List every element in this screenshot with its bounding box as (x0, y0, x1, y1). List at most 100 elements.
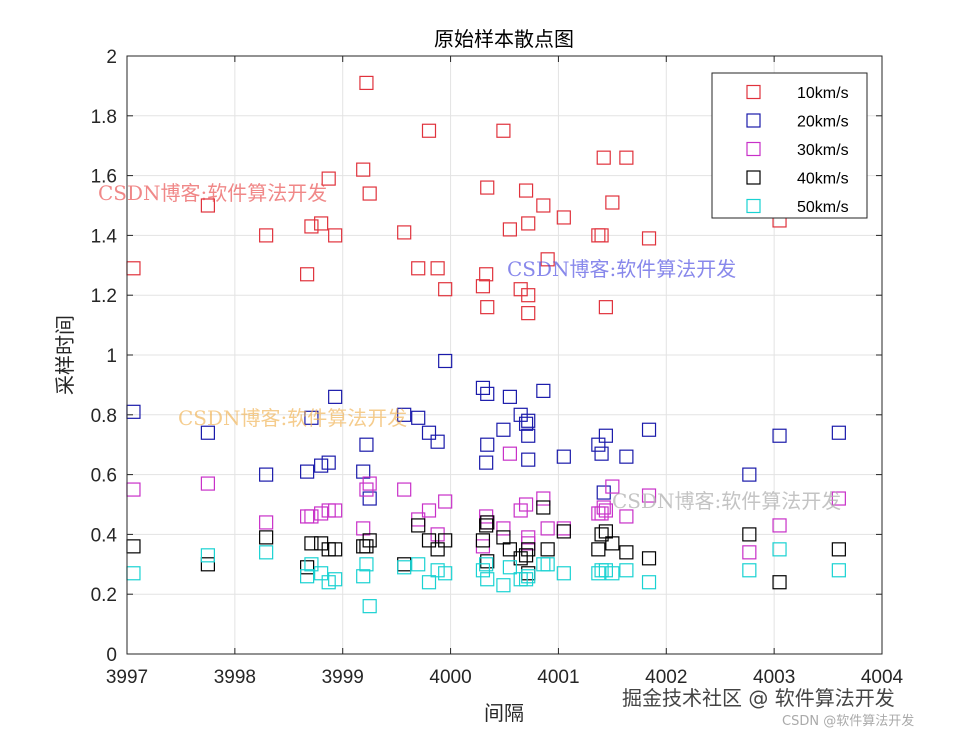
data-point (479, 518, 494, 533)
data-point (438, 533, 453, 548)
watermark-3: CSDN博客:软件算法开发 (178, 406, 407, 430)
data-point (596, 500, 611, 515)
data-point (556, 210, 571, 225)
data-point (496, 422, 511, 437)
data-point (540, 557, 555, 572)
axes: 3997 3998 3999 4000 4001 4002 4003 4004 0 0.2 0.4 0… (91, 47, 904, 688)
legend-label: 40km/s (797, 171, 849, 188)
data-point (641, 422, 657, 437)
x-tick-label: 4003 (753, 667, 795, 688)
data-point (594, 446, 609, 461)
data-point (480, 180, 495, 195)
data-point (304, 410, 319, 425)
y-tick-label: 1.4 (91, 226, 118, 247)
data-point (556, 449, 571, 464)
y-axis-label: 采样时间 (53, 315, 77, 395)
data-point (359, 557, 374, 572)
data-point (536, 491, 551, 506)
data-point (742, 527, 757, 542)
data-point (480, 300, 495, 315)
y-tick-label: 0.6 (91, 466, 117, 487)
data-point (502, 560, 517, 575)
data-point (479, 267, 494, 282)
data-point (259, 228, 274, 243)
data-point (438, 353, 453, 369)
data-point (619, 563, 634, 578)
data-point (314, 566, 329, 581)
legend-box (711, 72, 868, 219)
data-point (430, 563, 445, 578)
data-point (591, 542, 606, 557)
data-point (619, 545, 634, 560)
data-point (362, 533, 377, 548)
y-tick-label: 1 (106, 346, 117, 367)
data-point (397, 560, 412, 575)
data-point (605, 566, 620, 581)
data-point (480, 554, 495, 569)
y-tick-label: 0.8 (91, 406, 117, 427)
data-point (200, 548, 215, 563)
data-series (126, 75, 846, 614)
data-point (772, 518, 787, 533)
watermark-2: CSDN博客:软件算法开发 (507, 257, 736, 281)
data-point (259, 467, 274, 482)
data-point (438, 282, 453, 297)
data-point (502, 389, 517, 404)
legend-label: 20km/s (797, 114, 849, 131)
data-point (513, 551, 528, 566)
data-point (480, 572, 495, 587)
data-point (518, 497, 534, 512)
data-point (518, 572, 534, 587)
data-point (831, 563, 846, 578)
data-point (536, 500, 551, 515)
data-point (397, 482, 412, 497)
data-point (362, 186, 377, 201)
data-point (475, 533, 491, 548)
legend-marker (746, 170, 761, 185)
data-point (314, 216, 329, 231)
data-point (521, 569, 536, 584)
data-point (480, 386, 495, 401)
data-point (502, 542, 517, 557)
series-2 (126, 353, 846, 506)
legend-label: 10km/s (797, 85, 849, 102)
data-point (556, 566, 571, 581)
data-point (536, 198, 551, 213)
legend-label: 30km/s (797, 142, 849, 159)
x-tick-label: 4000 (429, 667, 471, 688)
y-tick-label: 0 (106, 645, 117, 666)
data-point (359, 75, 374, 91)
data-point (479, 557, 494, 572)
data-point (540, 252, 555, 267)
data-point (411, 557, 426, 572)
watermarks: CSDN博客:软件算法开发 CSDN博客:软件算法开发 CSDN博客:软件算法开… (98, 181, 841, 513)
data-point (772, 575, 787, 590)
series-1 (126, 75, 787, 321)
data-point (362, 491, 377, 506)
y-tick-label: 2 (106, 47, 117, 68)
data-point (772, 428, 787, 443)
data-point (742, 545, 757, 560)
data-point (641, 488, 657, 503)
data-point (397, 225, 412, 240)
legend-label: 50km/s (797, 199, 849, 216)
data-point (556, 524, 571, 539)
x-tick-label: 3999 (322, 667, 364, 688)
data-point (328, 389, 343, 404)
data-point (479, 455, 494, 470)
data-point (328, 228, 343, 243)
data-point (356, 569, 371, 584)
legend: 10km/s 20km/s 30km/s 40km/s 50km/s (711, 72, 868, 219)
data-point (591, 437, 606, 452)
data-point (619, 150, 634, 165)
data-point (641, 231, 657, 246)
data-point (742, 467, 757, 482)
x-tick-label: 4004 (861, 667, 904, 688)
legend-marker (746, 141, 761, 157)
data-point (421, 575, 437, 590)
data-point (421, 533, 437, 548)
data-point (521, 542, 536, 557)
data-point (200, 557, 215, 572)
data-point (304, 557, 319, 572)
data-point (831, 491, 846, 506)
